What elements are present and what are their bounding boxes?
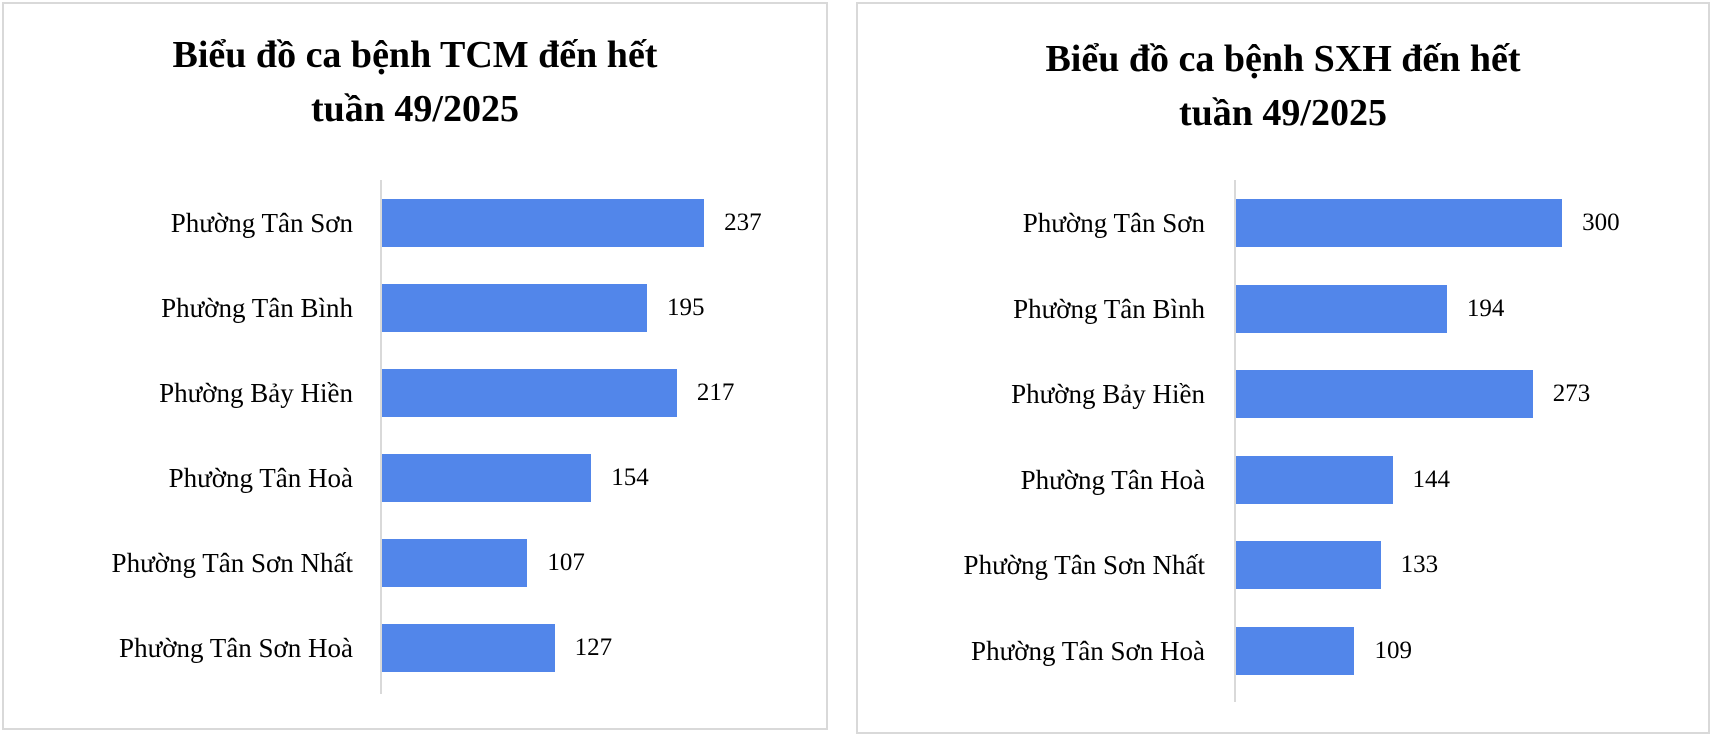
- bar: [1236, 370, 1533, 418]
- bar: [382, 624, 555, 672]
- y-axis-line: [1234, 180, 1236, 702]
- category-label: Phường Tân Sơn Hoà: [119, 633, 353, 663]
- chart-title-line: tuần 49/2025: [1179, 92, 1387, 134]
- data-label: 237: [724, 209, 762, 236]
- category-label: Phường Bảy Hiền: [1011, 379, 1205, 409]
- category-label: Phường Tân Hoà: [1020, 464, 1205, 495]
- category-label: Phường Tân Sơn Hoà: [971, 635, 1205, 666]
- data-label: 154: [611, 464, 649, 491]
- category-label: Phường Tân Hoà: [168, 463, 353, 493]
- y-axis-line: [380, 180, 382, 694]
- chart-panel-tcm: Biểu đồ ca bệnh TCM đến hết tuần 49/2025…: [2, 2, 828, 730]
- bar: [1236, 199, 1563, 247]
- chart-panel-sxh: Biểu đồ ca bệnh SXH đến hết tuần 49/2025…: [856, 2, 1710, 734]
- data-label: 300: [1582, 209, 1620, 236]
- category-label: Phường Tân Bình: [161, 293, 353, 323]
- data-label: 133: [1400, 551, 1439, 578]
- bar: [1236, 284, 1447, 333]
- bar: [1236, 626, 1355, 675]
- chart-title-line: Biểu đồ ca bệnh TCM đến hết: [172, 34, 658, 76]
- bar: [382, 539, 528, 587]
- data-label: 109: [1374, 636, 1412, 664]
- category-label: Phường Tân Sơn Nhất: [111, 548, 353, 578]
- data-label: 127: [574, 634, 613, 661]
- bar: [382, 284, 647, 332]
- category-label: Phường Tân Bình: [1013, 293, 1205, 324]
- data-label: 144: [1412, 465, 1451, 493]
- category-label: Phường Bảy Hiền: [159, 378, 353, 408]
- data-label: 107: [547, 549, 585, 576]
- chart-title: Biểu đồ ca bệnh SXH đến hết tuần 49/2025: [858, 32, 1708, 140]
- bar: [382, 369, 677, 417]
- bar: [382, 454, 592, 502]
- category-label: Phường Tân Sơn: [170, 208, 353, 238]
- data-label: 195: [667, 294, 705, 321]
- category-label: Phường Tân Sơn Nhất: [963, 550, 1205, 580]
- data-label: 194: [1466, 294, 1505, 322]
- chart-title-line: tuần 49/2025: [311, 88, 519, 130]
- data-label: 273: [1552, 380, 1591, 407]
- chart-title: Biểu đồ ca bệnh TCM đến hết tuần 49/2025: [4, 28, 826, 136]
- data-label: 217: [696, 379, 735, 406]
- bar: [1236, 455, 1393, 504]
- bar: [1236, 541, 1381, 589]
- bar: [382, 199, 705, 247]
- chart-title-line: Biểu đồ ca bệnh SXH đến hết: [1045, 38, 1521, 80]
- category-label: Phường Tân Sơn: [1022, 208, 1205, 238]
